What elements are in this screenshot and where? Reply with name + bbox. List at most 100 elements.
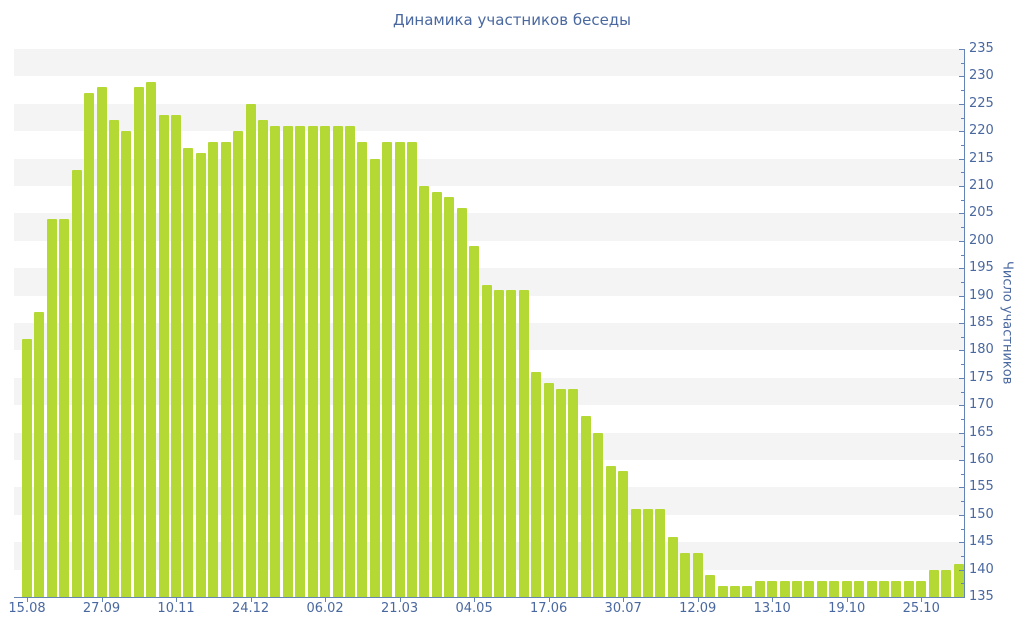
bar [593,432,604,597]
bar [829,580,840,597]
bar [481,284,492,597]
x-tick-label: 12.09 [679,601,717,616]
x-tick-label: 30.07 [604,601,642,616]
y-minor-tick [961,227,964,229]
x-tick [399,598,401,602]
y-tick [959,76,964,78]
y-minor-tick [961,336,964,338]
bar [431,191,442,597]
bar [854,580,865,597]
y-tick-label: 205 [969,205,994,221]
bar [307,125,318,597]
bar [34,312,45,597]
y-minor-tick [961,583,964,585]
x-tick-label: 04.05 [455,601,493,616]
bar [146,81,157,597]
bar [382,142,393,597]
bar [916,580,927,597]
x-tick [921,598,923,602]
bar [419,186,430,597]
x-axis-line [14,597,965,598]
y-minor-tick [961,501,964,503]
bar [344,125,355,597]
bar [46,218,57,597]
bar [754,580,765,597]
y-minor-tick [961,62,964,64]
x-tick [474,598,476,602]
y-tick-label: 140 [969,561,994,577]
bar [96,87,107,597]
bar [506,290,517,597]
y-tick [959,432,964,434]
y-tick [959,460,964,461]
y-minor-tick [961,364,964,366]
y-tick [959,240,964,242]
bar [928,569,939,597]
grid-stripe [14,158,964,186]
x-tick-label: 17.06 [530,601,568,616]
bar [941,569,952,597]
y-tick [959,350,964,352]
bar [407,142,418,597]
y-minor-tick [961,117,964,119]
y-tick-label: 180 [969,342,994,358]
bar [71,169,82,597]
bar [792,580,803,597]
y-tick [959,213,964,215]
y-tick-label: 210 [969,178,994,193]
y-tick [959,49,964,50]
y-tick-label: 175 [969,369,994,385]
y-minor-tick [961,144,964,146]
y-minor-tick [961,418,964,420]
y-tick-label: 160 [969,452,994,467]
y-minor-tick [961,528,964,530]
y-tick-label: 195 [969,260,994,276]
bar [891,580,902,597]
bar [543,383,554,597]
bar [295,125,306,597]
y-tick [959,103,964,105]
y-minor-tick [961,199,964,201]
y-tick-label: 185 [969,315,994,330]
bar [357,142,368,597]
y-tick [959,377,964,379]
bar [667,536,678,597]
y-tick-label: 145 [969,534,994,550]
bar [841,580,852,597]
bar [767,580,778,597]
y-tick [959,487,964,489]
bar [369,158,380,597]
x-tick [101,598,103,602]
bar [282,125,293,597]
grid-stripe [14,49,964,77]
y-minor-tick [961,172,964,174]
bar [171,114,182,597]
bar [556,388,567,597]
y-tick [959,295,964,297]
x-tick-label: 25.10 [902,601,940,616]
y-minor-tick [961,254,964,256]
x-tick-label: 10.11 [157,601,195,616]
bar [208,142,219,597]
x-tick-label: 15.08 [8,601,46,616]
y-tick-label: 225 [969,95,994,111]
y-tick [959,158,964,160]
bar [878,580,889,597]
bar [816,580,827,597]
y-minor-tick [961,309,964,311]
bar [195,153,206,597]
bar [804,580,815,597]
y-tick-label: 170 [969,397,994,413]
bar [655,509,666,597]
bar [59,218,70,597]
y-minor-tick [961,391,964,393]
y-tick-label: 135 [969,589,994,604]
y-tick-label: 220 [969,123,994,139]
bar [605,465,616,597]
y-minor-tick [961,555,964,557]
x-tick [772,598,774,602]
bar [680,553,691,597]
bar [630,509,641,597]
y-tick-label: 235 [969,41,994,56]
bar [220,142,231,597]
